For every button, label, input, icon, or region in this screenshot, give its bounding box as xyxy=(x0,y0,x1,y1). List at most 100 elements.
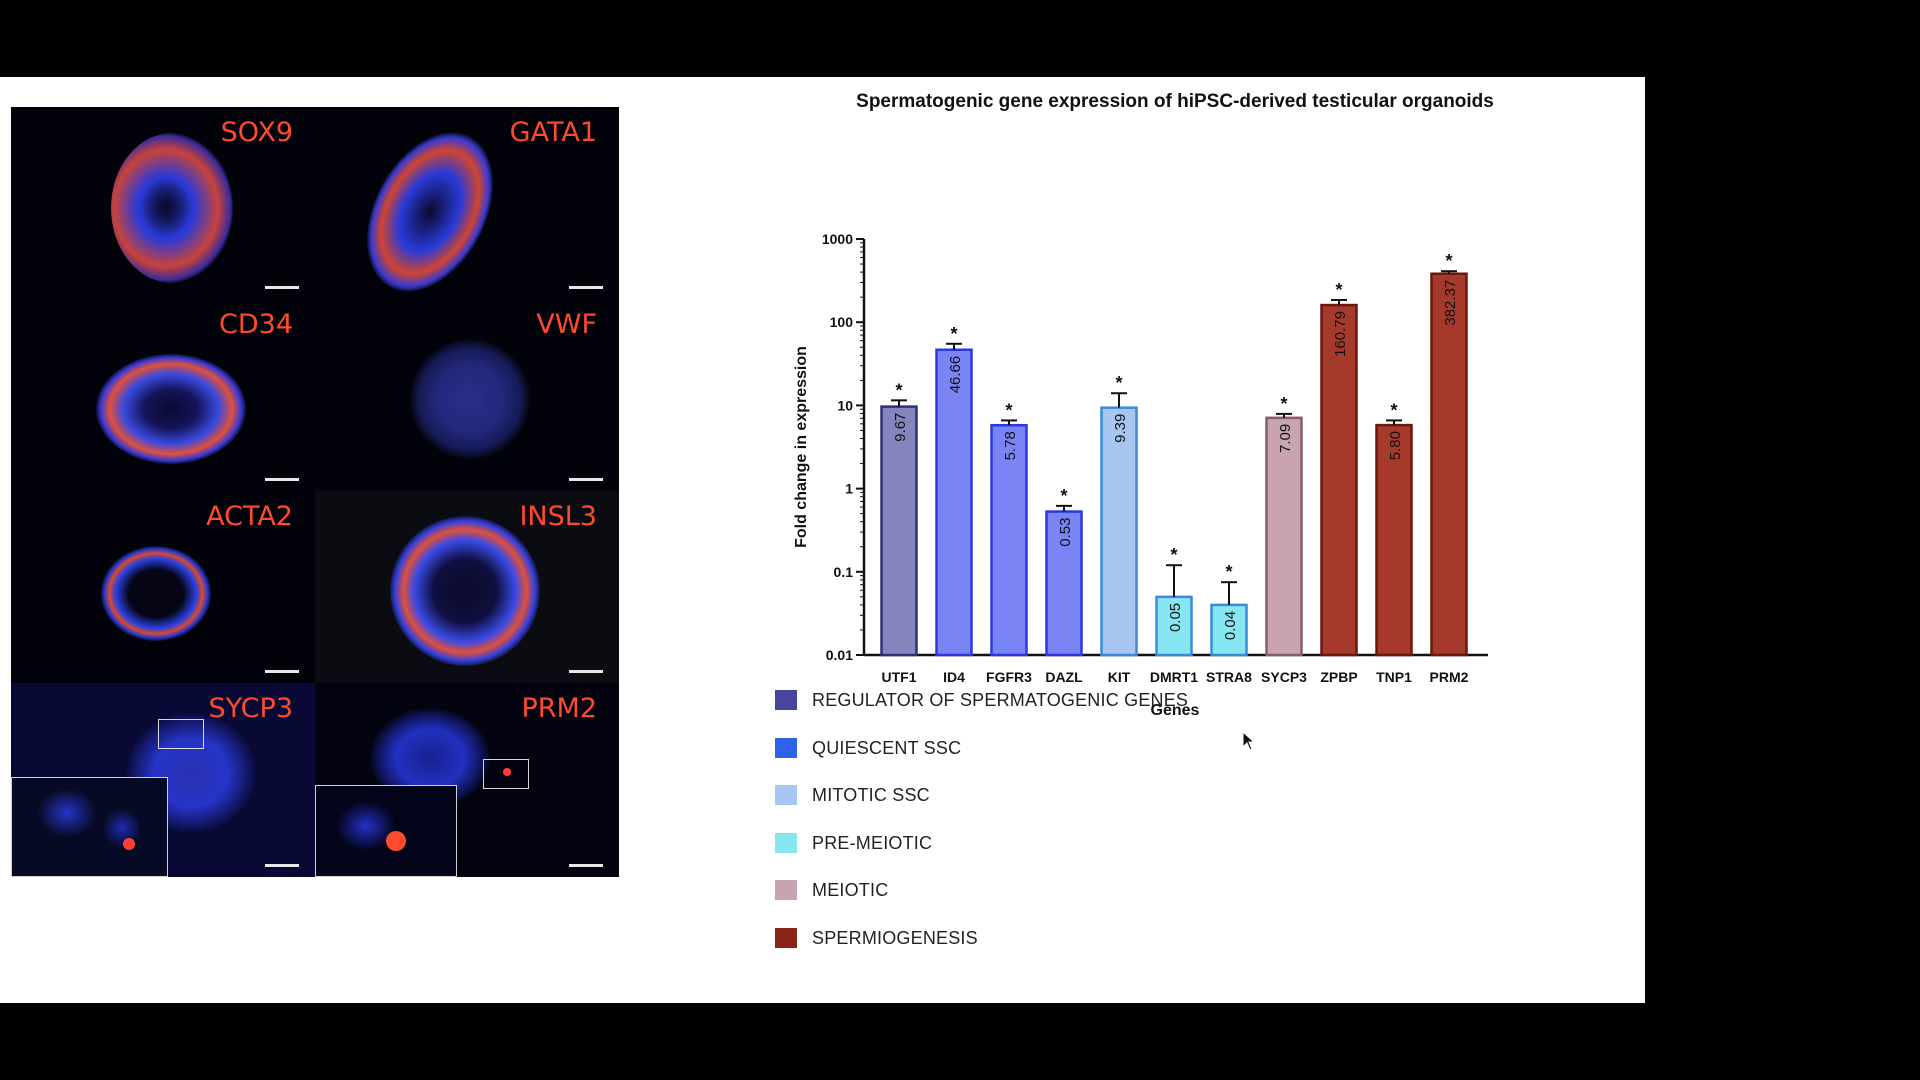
zoomed-inset xyxy=(11,777,168,877)
zoom-region-box xyxy=(158,719,204,749)
cell-cluster xyxy=(390,516,540,666)
x-tick-label: TNP1 xyxy=(1376,669,1412,685)
bar-value-label: 0.53 xyxy=(1057,518,1074,547)
legend-item: MEIOTIC xyxy=(775,879,1188,927)
bar-value-label: 9.39 xyxy=(1112,414,1129,443)
marker-label: VWF xyxy=(536,309,597,340)
micrograph-cd34: CD34 xyxy=(11,299,315,491)
immunofluorescence-image-grid: SOX9 GATA1 CD34 VWF ACTA2 INSL3 xyxy=(11,107,619,877)
cell-cluster xyxy=(96,354,246,464)
significance-marker: * xyxy=(1060,486,1067,506)
zoomed-inset xyxy=(315,785,457,877)
bar xyxy=(1100,406,1138,657)
x-tick-label: ID4 xyxy=(943,669,965,685)
legend-item: QUIESCENT SSC xyxy=(775,737,1188,785)
bar-value-label: 5.80 xyxy=(1387,431,1404,460)
bar xyxy=(1155,595,1193,657)
marker-label: GATA1 xyxy=(509,117,597,148)
significance-marker: * xyxy=(1225,562,1232,582)
y-tick-label: 0.01 xyxy=(826,647,853,663)
marker-label: SYCP3 xyxy=(208,693,293,724)
x-tick-label: FGFR3 xyxy=(986,669,1032,685)
bar-value-label: 0.04 xyxy=(1222,611,1239,640)
legend-swatch xyxy=(775,927,797,948)
bar-value-label: 382.37 xyxy=(1442,280,1459,326)
bar xyxy=(1430,272,1468,657)
x-tick-label: UTF1 xyxy=(882,669,917,685)
legend-swatch xyxy=(775,785,797,805)
y-tick-label: 100 xyxy=(830,314,854,330)
scale-bar xyxy=(569,864,603,867)
bar-value-label: 7.09 xyxy=(1277,424,1294,453)
micrograph-sox9: SOX9 xyxy=(11,107,315,299)
bar-value-label: 5.78 xyxy=(1002,431,1019,460)
legend-item: PRE-MEIOTIC xyxy=(775,832,1188,880)
mouse-cursor-icon xyxy=(1242,731,1256,751)
significance-marker: * xyxy=(1445,251,1452,271)
micrograph-insl3: INSL3 xyxy=(315,491,619,683)
bar xyxy=(935,348,973,657)
micrograph-gata1: GATA1 xyxy=(315,107,619,299)
chart-title: Spermatogenic gene expression of hiPSC-d… xyxy=(856,91,1494,112)
legend-item: REGULATOR OF SPERMATOGENIC GENES xyxy=(775,689,1188,737)
marker-label: PRM2 xyxy=(521,693,597,724)
scale-bar xyxy=(265,478,299,481)
scale-bar xyxy=(569,478,603,481)
significance-marker: * xyxy=(1170,545,1177,565)
legend-label: QUIESCENT SSC xyxy=(812,737,962,758)
x-tick-label: STRA8 xyxy=(1206,669,1252,685)
x-tick-label: ZPBP xyxy=(1320,669,1357,685)
significance-marker: * xyxy=(1335,280,1342,300)
legend-item: MITOTIC SSC xyxy=(775,784,1188,832)
signal-spot xyxy=(503,768,511,776)
micrograph-sycp3: SYCP3 xyxy=(11,683,315,877)
cell-cluster-core xyxy=(141,177,191,237)
significance-marker: * xyxy=(950,324,957,344)
inset-signal xyxy=(386,831,406,851)
cell-cluster xyxy=(101,546,211,641)
micrograph-acta2: ACTA2 xyxy=(11,491,315,683)
x-tick-label: KIT xyxy=(1108,669,1131,685)
y-tick-label: 1 xyxy=(845,481,853,497)
significance-marker: * xyxy=(1280,394,1287,414)
legend-label: PRE-MEIOTIC xyxy=(812,832,933,853)
cell-cluster xyxy=(410,339,530,459)
significance-marker: * xyxy=(1390,400,1397,420)
marker-label: INSL3 xyxy=(519,501,597,532)
y-tick-label: 1000 xyxy=(822,231,853,247)
bar-value-label: 46.66 xyxy=(947,356,964,394)
bar xyxy=(880,405,918,657)
chart-legend: REGULATOR OF SPERMATOGENIC GENES QUIESCE… xyxy=(775,689,1188,974)
y-tick-label: 0.1 xyxy=(834,564,854,580)
y-axis-label: Fold change in expression xyxy=(793,346,810,548)
marker-label: SOX9 xyxy=(220,117,293,148)
bar-value-label: 0.05 xyxy=(1167,603,1184,632)
bar-value-label: 160.79 xyxy=(1332,311,1349,357)
scale-bar xyxy=(569,670,603,673)
presentation-slide: SOX9 GATA1 CD34 VWF ACTA2 INSL3 xyxy=(0,77,1645,1003)
marker-label: ACTA2 xyxy=(206,501,293,532)
inset-cell xyxy=(37,788,97,838)
bar-chart: 0.01 0.1 1 10 100 1000 Fold change in expressi… xyxy=(793,231,1488,719)
scale-bar xyxy=(569,286,603,289)
legend-label: SPERMIOGENESIS xyxy=(812,927,978,948)
x-tick-label: PRM2 xyxy=(1430,669,1469,685)
significance-marker: * xyxy=(1115,373,1122,393)
legend-label: REGULATOR OF SPERMATOGENIC GENES xyxy=(812,690,1189,710)
x-tick-label: DAZL xyxy=(1045,669,1083,685)
legend-item: SPERMIOGENESIS xyxy=(775,927,1188,975)
legend-swatch xyxy=(775,880,797,900)
x-tick-label: DMRT1 xyxy=(1150,669,1198,685)
x-axis-label: Genes xyxy=(1151,702,1200,719)
scale-bar xyxy=(265,670,299,673)
legend-swatch xyxy=(775,737,797,758)
bar xyxy=(990,423,1028,657)
legend-label: MEIOTIC xyxy=(812,880,889,900)
legend-label: MITOTIC SSC xyxy=(812,785,930,805)
significance-marker: * xyxy=(1005,400,1012,420)
inset-signal xyxy=(123,838,135,850)
micrograph-prm2: PRM2 xyxy=(315,683,619,877)
marker-label: CD34 xyxy=(219,309,293,340)
significance-marker: * xyxy=(895,380,902,400)
scale-bar xyxy=(265,864,299,867)
